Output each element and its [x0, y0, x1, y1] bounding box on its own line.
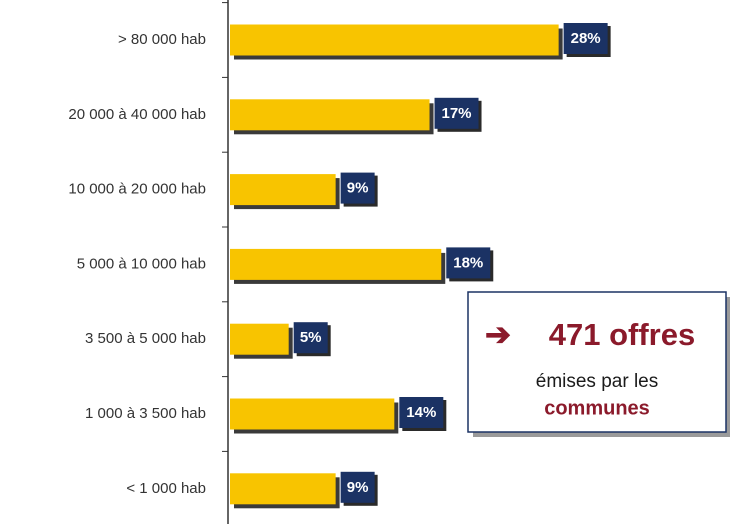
bar [230, 248, 442, 280]
value-label: 14% [406, 404, 436, 421]
value-label-box [563, 23, 608, 54]
headline: 471 offres [549, 317, 695, 352]
arrow-icon: ➔ [485, 317, 511, 352]
value-label-box [434, 97, 479, 129]
value-label: 18% [453, 254, 483, 271]
value-label-box [340, 172, 375, 204]
bar [230, 24, 559, 56]
value-label-box [340, 471, 375, 503]
note-line: émises par les [536, 371, 659, 392]
bar [230, 473, 336, 505]
y-tick-label: 20 000 à 40 000 hab [68, 106, 206, 123]
y-tick-label: 10 000 à 20 000 hab [68, 181, 206, 198]
value-label-box [399, 397, 444, 428]
y-tick-label: 3 500 à 5 000 hab [85, 330, 206, 347]
bar [230, 99, 430, 131]
value-label: 9% [347, 180, 369, 197]
y-tick-label: < 1 000 hab [126, 480, 206, 497]
value-label-box [446, 247, 491, 279]
value-label: 9% [347, 479, 369, 496]
value-label: 5% [300, 329, 322, 346]
box [467, 291, 727, 433]
bar [230, 323, 289, 355]
bar [230, 174, 336, 206]
y-tick-label: 1 000 à 3 500 hab [85, 405, 206, 422]
annotation-box: ➔ 471 offres émises par les communes [467, 291, 730, 437]
y-tick-label: 5 000 à 10 000 hab [77, 255, 206, 272]
value-label: 28% [571, 30, 601, 47]
y-tick-label: > 80 000 hab [118, 31, 206, 48]
bar [230, 398, 395, 430]
value-label: 17% [442, 105, 472, 122]
note-line: communes [544, 397, 650, 419]
value-label-box [293, 322, 328, 354]
